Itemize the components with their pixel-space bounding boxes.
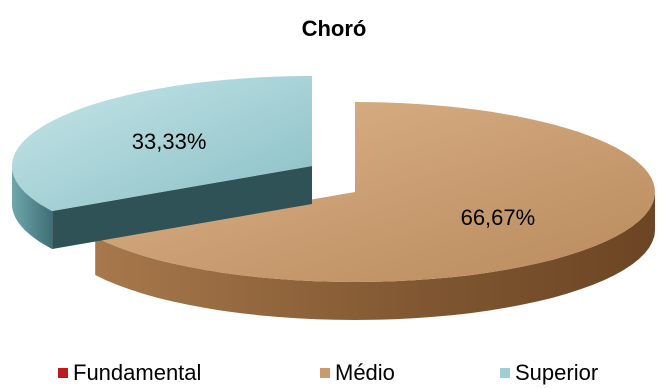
pie-slice-side bbox=[95, 192, 655, 320]
legend-swatch bbox=[58, 368, 68, 378]
legend-label: Superior bbox=[515, 360, 599, 385]
legend-item-mdio: Médio bbox=[320, 360, 395, 386]
pie-slice-top bbox=[12, 76, 312, 211]
legend-label: Fundamental bbox=[73, 360, 202, 385]
chart-title: Choró bbox=[301, 16, 367, 41]
legend-item-superior: Superior bbox=[500, 360, 598, 386]
legend-item-fundamental: Fundamental bbox=[58, 360, 201, 386]
pie-slice-side bbox=[12, 166, 53, 249]
pie-slice-face bbox=[52, 166, 312, 249]
data-label-superior: 33,33% bbox=[132, 129, 207, 154]
pie-slice-superior bbox=[12, 76, 312, 249]
pie-slice-mdio bbox=[95, 102, 655, 320]
legend-label: Médio bbox=[335, 360, 395, 385]
data-label-mdio: 66,67% bbox=[461, 205, 536, 230]
legend-swatch bbox=[500, 368, 510, 378]
chart-legend: Fundamental Médio Superior bbox=[0, 360, 668, 388]
legend-swatch bbox=[320, 368, 330, 378]
pie-slice-top bbox=[95, 102, 655, 282]
